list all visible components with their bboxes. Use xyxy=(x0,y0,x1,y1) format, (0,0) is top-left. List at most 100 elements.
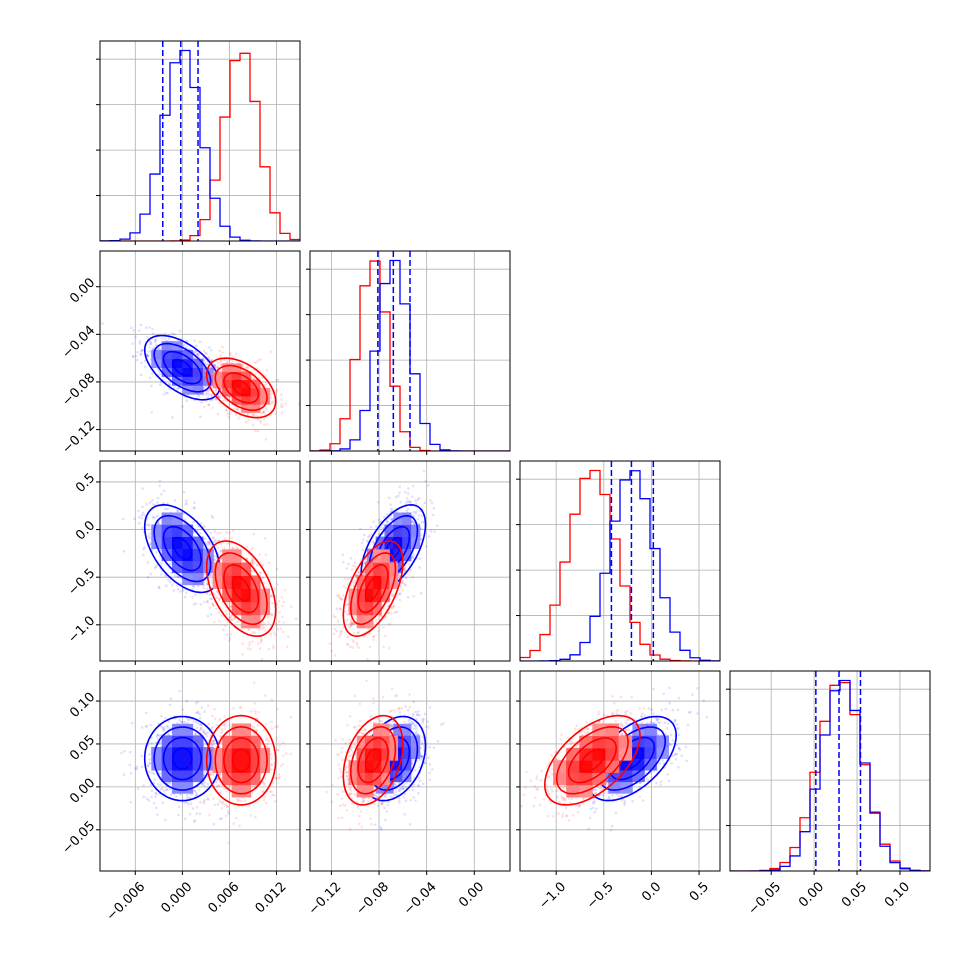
scatter-point xyxy=(390,611,393,615)
scatter-point xyxy=(208,541,211,544)
density-cell xyxy=(250,575,261,590)
scatter-point xyxy=(143,359,147,363)
scatter-point xyxy=(183,547,187,551)
scatter-point xyxy=(371,540,375,544)
scatter-point xyxy=(203,710,206,713)
scatter-point xyxy=(275,602,279,606)
panel-content xyxy=(100,251,300,451)
scatter-point xyxy=(198,352,202,355)
scatter-point xyxy=(211,602,214,606)
scatter-point xyxy=(264,553,268,556)
scatter-point xyxy=(387,496,391,500)
scatter-point xyxy=(210,558,213,561)
scatter-point xyxy=(212,554,215,558)
scatter-point xyxy=(216,547,220,550)
scatter-point xyxy=(177,386,180,390)
scatter-point xyxy=(128,750,132,754)
scatter-point xyxy=(265,422,269,426)
scatter-point xyxy=(228,353,232,357)
scatter-point xyxy=(275,388,279,392)
scatter-point xyxy=(398,592,401,596)
scatter-point xyxy=(206,731,209,734)
scatter-point xyxy=(200,527,204,530)
scatter-point xyxy=(205,363,209,366)
scatter-point xyxy=(267,648,271,651)
scatter-point xyxy=(157,585,161,589)
panel-1-1 xyxy=(306,250,511,455)
scatter-point xyxy=(420,520,424,524)
scatter-point xyxy=(218,800,222,803)
density-cell xyxy=(212,371,223,381)
scatter-point xyxy=(181,540,185,544)
scatter-point xyxy=(146,764,149,767)
scatter-point xyxy=(150,771,154,774)
scatter-point xyxy=(244,366,247,370)
scatter-point xyxy=(262,622,266,626)
scatter-point xyxy=(387,544,391,547)
scatter-point xyxy=(392,604,395,608)
scatter-point xyxy=(422,469,426,473)
scatter-point xyxy=(252,376,255,380)
scatter-point xyxy=(230,632,233,636)
scatter-point xyxy=(371,537,374,540)
scatter-point xyxy=(204,384,208,388)
scatter-point xyxy=(211,536,215,540)
scatter-point xyxy=(387,646,391,650)
scatter-point xyxy=(210,727,213,730)
scatter-point xyxy=(343,610,347,613)
density-cell xyxy=(364,562,374,576)
scatter-point xyxy=(195,812,199,815)
scatter-point xyxy=(412,510,416,514)
scatter-point xyxy=(391,594,395,598)
scatter-point xyxy=(366,555,370,559)
scatter-point xyxy=(160,337,164,340)
scatter-point xyxy=(195,344,198,347)
scatter-point xyxy=(137,515,141,519)
scatter-point xyxy=(349,645,352,649)
scatter-point xyxy=(209,358,212,362)
scatter-point xyxy=(191,520,195,524)
scatter-point xyxy=(131,355,134,358)
scatter-point xyxy=(220,388,223,391)
scatter-point xyxy=(247,419,250,422)
scatter-point xyxy=(159,381,163,384)
scatter-point xyxy=(184,595,187,599)
scatter-point xyxy=(339,633,342,636)
scatter-point xyxy=(268,561,271,565)
scatter-point xyxy=(161,787,164,790)
scatter-point xyxy=(154,791,157,795)
contour-line xyxy=(364,575,382,602)
scatter-point xyxy=(173,332,176,336)
scatter-point xyxy=(260,658,264,661)
scatter-point xyxy=(212,558,215,562)
density-cell xyxy=(192,572,204,586)
density-cell xyxy=(389,562,399,576)
scatter-point xyxy=(211,516,215,519)
scatter-point xyxy=(148,761,152,765)
scatter-point xyxy=(352,621,356,625)
scatter-point xyxy=(258,647,262,650)
scatter-point xyxy=(215,780,218,784)
scatter-point xyxy=(192,720,195,723)
scatter-point xyxy=(188,796,191,799)
scatter-point xyxy=(145,724,149,728)
scatter-point xyxy=(354,564,357,568)
scatter-point xyxy=(210,394,214,398)
scatter-point xyxy=(241,364,244,367)
contour-line xyxy=(349,552,397,626)
scatter-point xyxy=(210,380,213,383)
density-cell xyxy=(260,601,271,616)
scatter-point xyxy=(357,570,360,574)
scatter-point xyxy=(342,560,345,564)
scatter-point xyxy=(247,627,251,631)
scatter-point xyxy=(159,733,163,737)
scatter-point xyxy=(191,369,195,373)
scatter-point xyxy=(405,497,409,500)
scatter-point xyxy=(229,605,233,609)
scatter-point xyxy=(196,711,199,714)
scatter-point xyxy=(429,499,432,502)
scatter-point xyxy=(275,623,278,627)
scatter-point xyxy=(154,338,158,342)
density-cell xyxy=(393,536,403,550)
scatter-point xyxy=(387,622,391,626)
